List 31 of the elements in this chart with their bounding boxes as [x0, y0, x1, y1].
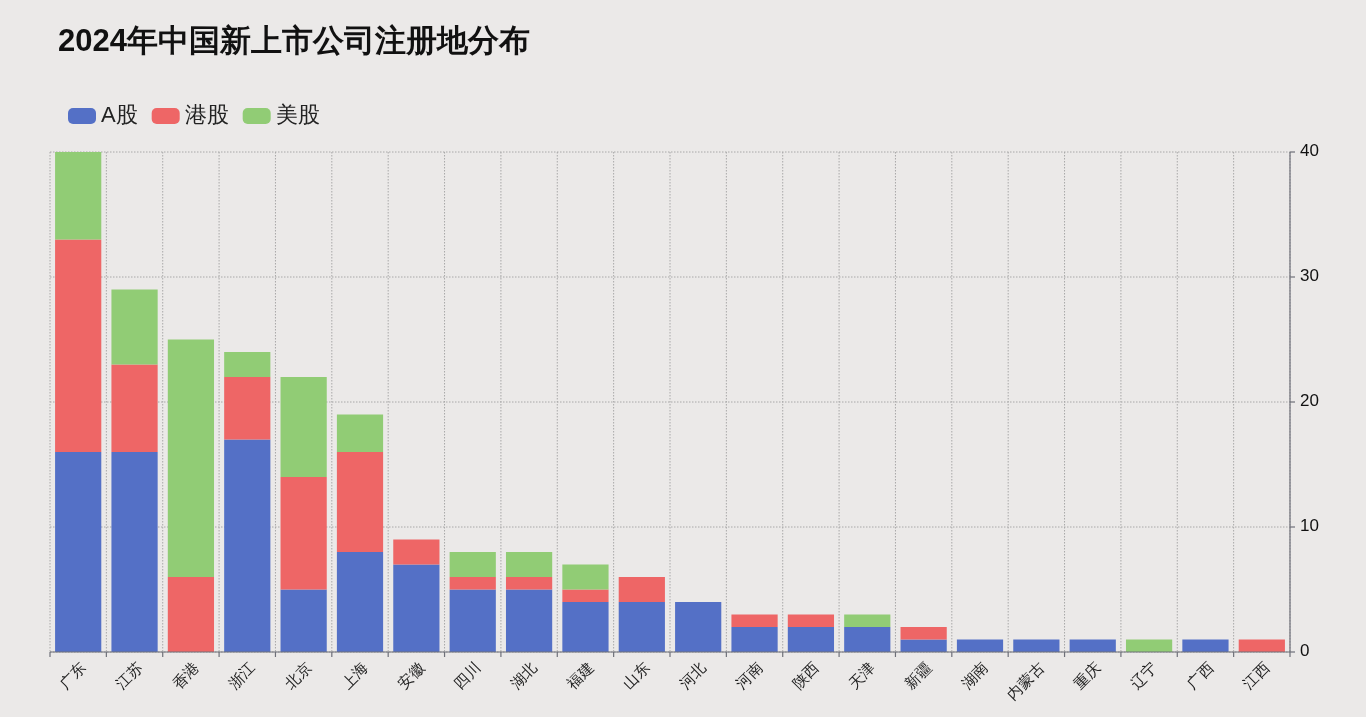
x-tick-label: 河北 — [675, 658, 710, 693]
legend-label: 港股 — [184, 101, 229, 127]
x-tick-label: 辽宁 — [1126, 658, 1160, 693]
x-tick-label: 香港 — [168, 658, 202, 693]
x-tick-label: 江西 — [1239, 658, 1273, 693]
x-tick-label: 福建 — [563, 658, 597, 693]
x-tick-label: 天津 — [844, 658, 879, 693]
y-tick-label: 40 — [1300, 141, 1319, 161]
x-tick-label: 四川 — [450, 658, 484, 693]
y-tick-label: 20 — [1300, 391, 1319, 411]
title: 2024年中国新上市公司注册地分布 — [58, 23, 530, 58]
y-tick-label: 10 — [1300, 516, 1319, 536]
x-tick-label: 上海 — [337, 658, 371, 693]
x-tick-label: 内蒙古 — [1003, 658, 1048, 703]
x-tick-label: 河南 — [732, 658, 766, 693]
x-tick-label: 北京 — [281, 658, 315, 693]
x-tick-label: 广西 — [1183, 658, 1217, 693]
legend-label: A股 — [101, 101, 138, 127]
x-tick-label: 湖南 — [957, 658, 991, 693]
x-tick-label: 安徽 — [394, 658, 428, 693]
y-tick-label: 30 — [1300, 266, 1319, 286]
legend-label: 美股 — [275, 101, 320, 127]
y-tick-label: 0 — [1300, 641, 1310, 661]
x-tick-label: 广东 — [55, 658, 90, 693]
x-tick-label: 新疆 — [901, 658, 935, 693]
x-tick-label: 重庆 — [1070, 658, 1104, 693]
x-tick-label: 陕西 — [788, 658, 822, 693]
x-tick-label: 湖北 — [506, 658, 540, 693]
x-tick-label: 山东 — [619, 658, 653, 693]
x-tick-label: 浙江 — [224, 658, 259, 693]
x-tick-label: 江苏 — [112, 658, 146, 693]
